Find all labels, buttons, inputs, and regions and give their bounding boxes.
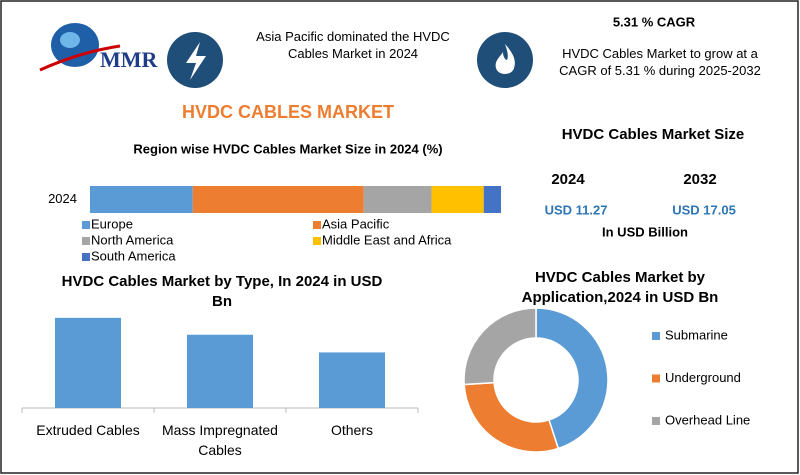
legend-swatch — [652, 417, 660, 425]
legend-label: Europe — [91, 216, 133, 231]
legend-swatch — [82, 253, 90, 261]
legend-label: Overhead Line — [665, 412, 750, 427]
y-tick-label: 2024 — [48, 191, 77, 206]
bar-segment — [483, 186, 501, 213]
main-title: HVDC CABLES MARKET — [182, 102, 394, 122]
cagr-text: HVDC Cables Market to grow at a CAGR of … — [559, 46, 761, 78]
logo-text: MMR — [100, 47, 159, 72]
bar-segment — [431, 186, 484, 213]
logo: MMR — [39, 23, 159, 72]
chart-title: Region wise HVDC Cables Market Size in 2… — [133, 141, 442, 156]
size-value: USD 11.27 — [545, 202, 608, 217]
legend-label: Submarine — [665, 327, 728, 342]
legend-swatch — [652, 332, 660, 340]
legend-label: South America — [91, 248, 176, 263]
bar — [187, 334, 253, 408]
legend-swatch — [652, 374, 660, 383]
chart-title: HVDC Cables Market by Type, In 2024 in U… — [61, 273, 383, 310]
size-title: HVDC Cables Market Size — [562, 126, 745, 143]
bar-segment — [90, 186, 193, 213]
donut-slice — [463, 381, 560, 453]
legend-swatch — [313, 221, 321, 229]
headline: Asia Pacific dominated the HVDC Cables M… — [256, 29, 450, 61]
legend-swatch — [82, 221, 90, 229]
size-unit: In USD Billion — [602, 224, 688, 239]
legend-swatch — [82, 237, 90, 245]
legend-label: Middle East and Africa — [322, 232, 452, 247]
bar — [319, 352, 385, 408]
legend-label: Underground — [665, 370, 741, 385]
bolt-icon — [167, 32, 223, 88]
bar-segment — [363, 186, 432, 213]
chart-title: HVDC Cables Market by Application,2024 i… — [521, 269, 719, 306]
legend-swatch — [313, 237, 321, 245]
size-value: USD 17.05 — [672, 202, 736, 217]
x-tick-label: Extruded Cables — [36, 422, 140, 438]
donut-slice — [463, 307, 537, 386]
legend-label: North America — [91, 232, 174, 247]
cagr: 5.31 % CAGR — [613, 14, 696, 29]
x-tick-label: Others — [330, 422, 373, 438]
year: 2032 — [683, 171, 716, 188]
donut-slice — [535, 307, 609, 450]
legend-label: Asia Pacific — [322, 216, 390, 231]
x-tick-label: Mass Impregnated Cables — [162, 422, 278, 458]
bar — [55, 317, 121, 408]
flame-icon — [477, 32, 533, 88]
bar-segment — [192, 186, 364, 213]
year: 2024 — [551, 171, 585, 188]
